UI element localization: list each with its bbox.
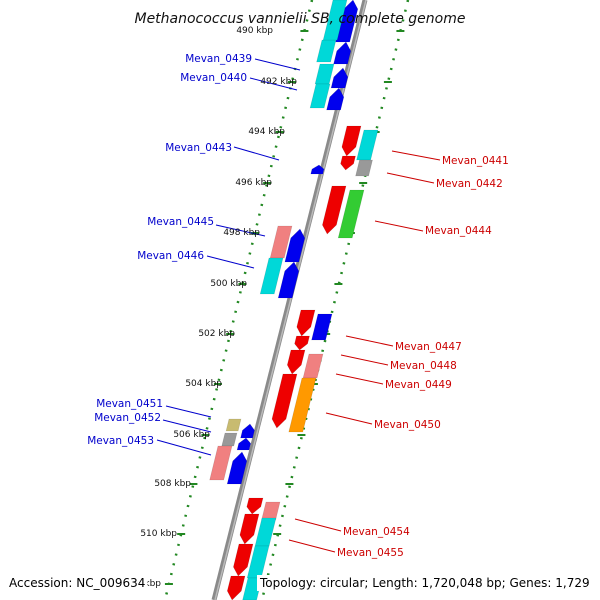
gene-label-mevan-0444[interactable]: Mevan_0444 xyxy=(425,225,492,237)
scale-labels: 490 kbp 492 kbp 494 kbp 496 kbp 498 kbp … xyxy=(140,26,297,589)
gene-mevan-0444-green xyxy=(337,189,365,239)
leader-line xyxy=(233,146,280,161)
leader-line xyxy=(294,518,342,532)
leader-line xyxy=(254,58,301,71)
gene-label-mevan-0447[interactable]: Mevan_0447 xyxy=(395,341,462,353)
right-scale-line xyxy=(260,0,410,600)
gene-bottom-red xyxy=(226,575,246,600)
gene-mevan-0443 xyxy=(310,164,325,175)
gene-mevan-0454-b xyxy=(239,513,260,545)
topology-text-background xyxy=(257,575,592,591)
gene-mevan-0445-blue xyxy=(284,228,306,263)
gene-label-mevan-0445[interactable]: Mevan_0445 xyxy=(147,216,214,228)
gene-label-mevan-0440[interactable]: Mevan_0440 xyxy=(180,72,247,84)
scale-label: 502 kbp xyxy=(198,329,235,339)
gene-mevan-0450-orange xyxy=(288,377,317,433)
gene-mevan-0454-cyan xyxy=(254,517,277,547)
gene-mevan-0449-pink xyxy=(302,353,324,379)
gene-label-mevan-0448[interactable]: Mevan_0448 xyxy=(390,360,457,372)
genome-backbone xyxy=(211,0,368,600)
scale-label: 490 kbp xyxy=(236,26,273,36)
scale-label: 510 kbp xyxy=(140,529,177,539)
scale-label: 508 kbp xyxy=(154,479,191,489)
leader-line xyxy=(165,405,212,418)
gene-label-mevan-0451[interactable]: Mevan_0451 xyxy=(96,398,163,410)
leader-line xyxy=(335,373,384,385)
scale-label: 500 kbp xyxy=(210,279,247,289)
gene-mevan-0453-blue xyxy=(226,451,248,485)
gene-mevan-0441 xyxy=(341,125,362,157)
gene-label-mevan-0443[interactable]: Mevan_0443 xyxy=(165,142,232,154)
gene-label-mevan-0441[interactable]: Mevan_0441 xyxy=(442,155,509,167)
accession-text-background xyxy=(7,575,148,591)
gene-label-mevan-0446[interactable]: Mevan_0446 xyxy=(137,250,204,262)
gene-mevan-0445 xyxy=(269,225,293,259)
scale-label: 494 kbp xyxy=(248,127,285,137)
leader-line xyxy=(374,220,424,232)
gene-mevan-0452-blue xyxy=(236,437,252,451)
gene-mevan-0442 xyxy=(340,155,356,171)
genome-title: Methanococcus vannielii SB, complete gen… xyxy=(134,11,465,27)
leader-line xyxy=(215,224,266,237)
leader-line xyxy=(156,439,212,456)
leader-line xyxy=(162,419,212,433)
gene-label-mevan-0455[interactable]: Mevan_0455 xyxy=(337,547,404,559)
gene-top-blue xyxy=(335,0,359,43)
scale-label: 498 kbp xyxy=(223,228,260,238)
gene-mevan-0451 xyxy=(225,418,242,432)
genome-backbone-highlight xyxy=(214,0,367,600)
gene-mevan-0446-blue xyxy=(277,261,300,299)
scale-label: 492 kbp xyxy=(260,77,297,87)
leader-line xyxy=(206,255,255,269)
gene-mevan-0441-cyan xyxy=(356,129,379,161)
gene-mevan-0439-blue xyxy=(333,41,352,65)
scale-label: 504 kbp xyxy=(185,379,222,389)
gene-mevan-0449 xyxy=(286,349,306,375)
scale-ticks xyxy=(164,30,405,585)
gene-mevan-0454-pink xyxy=(261,501,281,521)
gene-top-cyan xyxy=(322,0,348,41)
leader-line xyxy=(249,77,298,91)
gene-mevan-0451-blue xyxy=(240,423,255,439)
gene-label-mevan-0450[interactable]: Mevan_0450 xyxy=(374,419,441,431)
right-gene-labels: Mevan_0441 Mevan_0442 Mevan_0444 Mevan_0… xyxy=(337,155,509,559)
leader-line xyxy=(345,335,394,347)
gene-mevan-0455 xyxy=(233,543,254,577)
gene-mevan-0448 xyxy=(294,335,310,351)
label-leader-lines xyxy=(156,58,441,553)
leader-line xyxy=(391,150,441,161)
gene-label-mevan-0452[interactable]: Mevan_0452 xyxy=(94,412,161,424)
gene-mevan-0440-b xyxy=(309,83,331,109)
leader-line xyxy=(325,412,373,425)
gene-mevan-0447-blue xyxy=(311,313,333,341)
gene-mevan-0440-c xyxy=(326,87,345,111)
gene-mevan-0454 xyxy=(246,497,264,515)
topology-text: Topology: circular; Length: 1,720,048 bp… xyxy=(259,576,590,590)
gene-mevan-0453 xyxy=(209,445,233,481)
left-gene-labels: Mevan_0439 Mevan_0440 Mevan_0443 Mevan_0… xyxy=(87,53,252,447)
accession-text: Accession: NC_009634 xyxy=(9,576,145,590)
gene-mevan-0447 xyxy=(296,309,316,337)
leader-line xyxy=(386,172,435,184)
gene-mevan-0439 xyxy=(316,39,337,63)
scale-label: 496 kbp xyxy=(235,178,272,188)
gene-mevan-0442-gray xyxy=(355,159,373,177)
leader-line xyxy=(340,354,389,366)
gene-mevan-0446 xyxy=(259,257,284,295)
gene-mevan-0452 xyxy=(221,432,238,447)
scale-label: kbp xyxy=(144,579,161,589)
gene-mevan-0440-blue xyxy=(330,67,349,89)
gene-label-mevan-0439[interactable]: Mevan_0439 xyxy=(185,53,252,65)
gene-mevan-0450 xyxy=(271,373,298,429)
gene-mevan-0444 xyxy=(322,185,347,235)
gene-label-mevan-0449[interactable]: Mevan_0449 xyxy=(385,379,452,391)
gene-label-mevan-0442[interactable]: Mevan_0442 xyxy=(436,178,503,190)
gene-mevan-0440 xyxy=(314,63,335,85)
scale-label: 506 kbp xyxy=(173,430,210,440)
gene-label-mevan-0453[interactable]: Mevan_0453 xyxy=(87,435,154,447)
leader-line xyxy=(288,539,336,553)
gene-label-mevan-0454[interactable]: Mevan_0454 xyxy=(343,526,410,538)
